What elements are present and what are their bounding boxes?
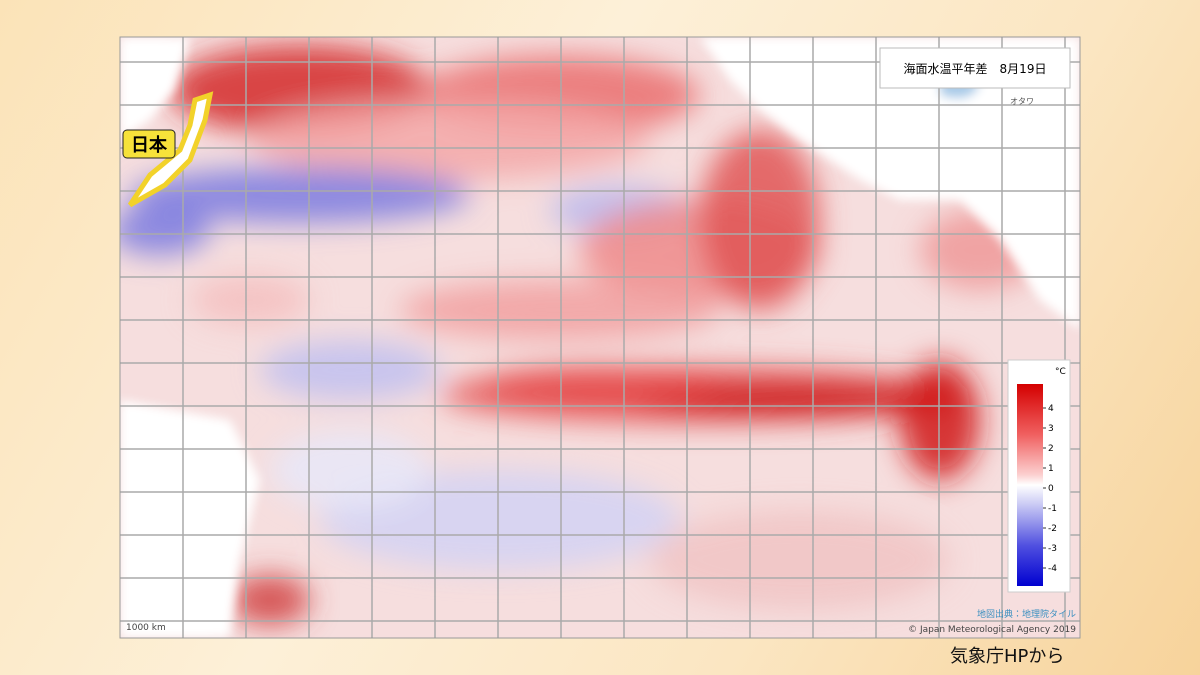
anomaly-blob — [480, 367, 720, 403]
legend-tick-label: -4 — [1048, 564, 1057, 574]
anomaly-blob — [130, 167, 470, 223]
title-box — [879, 47, 1071, 89]
anomaly-blob — [650, 510, 950, 610]
credit: 気象庁HPから — [950, 646, 1065, 667]
sea-surface — [120, 37, 1080, 638]
legend-tick-label: 3 — [1048, 424, 1054, 434]
anomaly-blob — [230, 575, 310, 625]
copyright: © Japan Meteorological Agency 2019 — [908, 625, 1076, 635]
map-frame — [119, 36, 1081, 639]
anomaly-blob — [400, 280, 720, 340]
legend-tick-label: 2 — [1048, 444, 1054, 454]
color-bar — [1017, 384, 1043, 586]
japan-label: 日本 — [131, 134, 168, 156]
anomaly-blob — [270, 430, 430, 510]
japan-label-box — [122, 129, 176, 159]
map-title: 海面水温平年差 8月19日 — [904, 62, 1047, 76]
legend-tick-label: -1 — [1048, 504, 1057, 514]
japan-outline — [127, 91, 214, 208]
anomaly-blob — [700, 130, 820, 310]
grid — [120, 37, 1080, 638]
legend-tick-label: -3 — [1048, 544, 1057, 554]
legend-tick-label: 1 — [1048, 464, 1054, 474]
legend-tick-label: -2 — [1048, 524, 1057, 534]
legend-unit: °C — [1055, 367, 1066, 377]
anomaly-blob — [250, 100, 650, 180]
anomaly-blob — [260, 340, 440, 400]
anomaly-blob — [630, 386, 970, 414]
map-source: 地図出典：地理院タイル — [977, 608, 1076, 620]
legend-tick-label: 4 — [1048, 404, 1054, 414]
legend-ticks: 4 3 2 1 0 -1 -2 -3 -4 — [1043, 404, 1057, 574]
legend-tick-label: 0 — [1048, 484, 1054, 494]
scale-label: 1000 km — [126, 623, 166, 633]
anomaly-field — [120, 45, 1040, 625]
anomaly-blob — [190, 275, 310, 325]
anomaly-blob — [120, 205, 210, 255]
city-label: オタワ — [1010, 97, 1034, 106]
anomaly-blob — [900, 360, 980, 480]
